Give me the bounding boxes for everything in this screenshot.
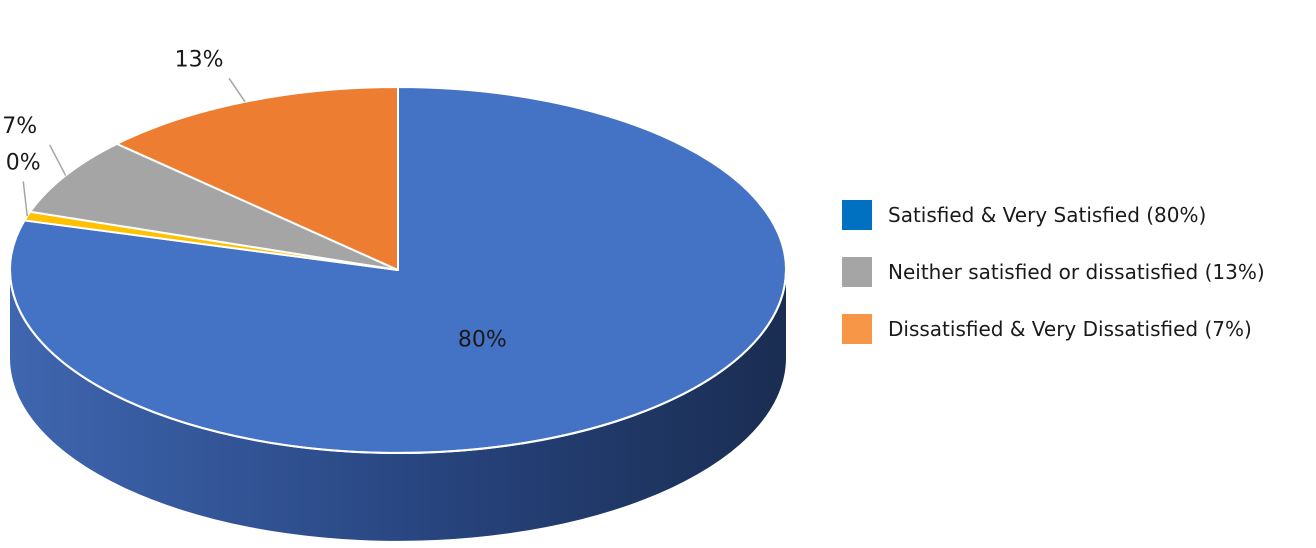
pie-slice-3 xyxy=(115,86,399,271)
pie-rim xyxy=(9,269,787,454)
pie-data-label-2: 7% xyxy=(2,114,37,139)
pie-slices xyxy=(9,86,787,454)
legend-item: Neither satisfied or dissatisfied (13%) xyxy=(842,257,1265,287)
pie-leader-line-2 xyxy=(49,144,67,176)
legend-swatch xyxy=(842,314,872,344)
legend: Satisfied & Very Satisfied (80%) Neither… xyxy=(842,200,1265,371)
legend-label: Dissatisfied & Very Dissatisfied (7%) xyxy=(888,317,1252,341)
pie-side-0 xyxy=(10,270,786,541)
pie-side-walls xyxy=(10,270,786,541)
pie-data-label-1: 0% xyxy=(6,150,41,175)
legend-label: Satisfied & Very Satisfied (80%) xyxy=(888,203,1207,227)
pie-leader-line-1 xyxy=(22,181,28,217)
legend-swatch xyxy=(842,200,872,230)
legend-swatch xyxy=(842,257,872,287)
legend-item: Dissatisfied & Very Dissatisfied (7%) xyxy=(842,314,1265,344)
pie-slice-2 xyxy=(29,142,399,271)
legend-item: Satisfied & Very Satisfied (80%) xyxy=(842,200,1265,230)
legend-label: Neither satisfied or dissatisfied (13%) xyxy=(888,260,1265,284)
pie-data-label-3: 13% xyxy=(175,47,224,72)
pie-leader-line-3 xyxy=(228,77,246,103)
pie-data-labels: 80% 0% 7% 13% xyxy=(2,47,507,352)
pie-data-label-0: 80% xyxy=(458,328,507,353)
